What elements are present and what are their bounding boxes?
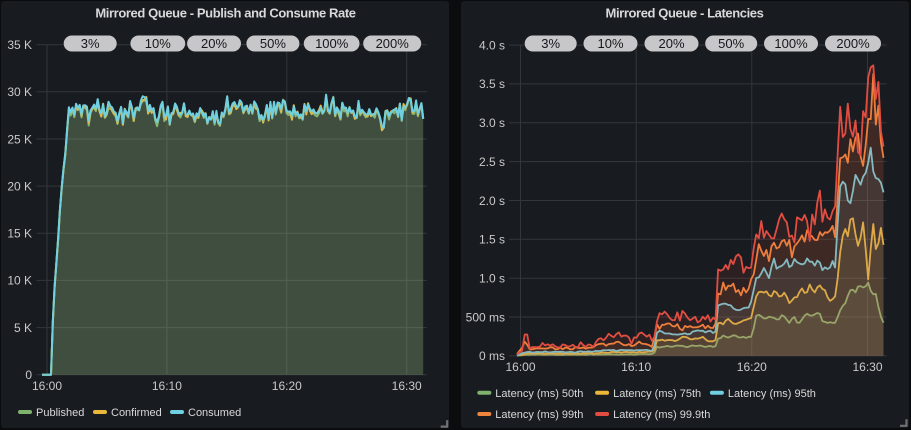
svg-text:50%: 50% xyxy=(260,36,286,51)
svg-text:16:30: 16:30 xyxy=(392,379,422,393)
svg-text:3.0 s: 3.0 s xyxy=(479,116,505,130)
svg-text:Latency (ms) 50th: Latency (ms) 50th xyxy=(495,388,583,400)
svg-text:16:10: 16:10 xyxy=(621,360,651,374)
svg-text:20%: 20% xyxy=(201,36,227,51)
svg-text:1.0 s: 1.0 s xyxy=(479,272,505,286)
svg-text:10 K: 10 K xyxy=(7,274,32,288)
svg-text:Latency (ms) 75th: Latency (ms) 75th xyxy=(613,388,701,400)
svg-text:0: 0 xyxy=(25,368,32,382)
svg-text:10%: 10% xyxy=(145,36,171,51)
svg-text:1.5 s: 1.5 s xyxy=(479,233,505,247)
svg-text:2.5 s: 2.5 s xyxy=(479,155,505,169)
svg-text:5 K: 5 K xyxy=(14,321,32,335)
svg-text:3.5 s: 3.5 s xyxy=(479,77,505,91)
svg-text:200%: 200% xyxy=(376,36,410,51)
svg-text:500 ms: 500 ms xyxy=(466,310,505,324)
svg-text:3%: 3% xyxy=(541,36,560,51)
svg-text:Latency (ms) 99th: Latency (ms) 99th xyxy=(495,409,583,421)
svg-text:50%: 50% xyxy=(718,36,744,51)
svg-text:Confirmed: Confirmed xyxy=(111,407,162,419)
svg-text:20%: 20% xyxy=(658,36,684,51)
svg-text:16:20: 16:20 xyxy=(737,360,767,374)
svg-text:200%: 200% xyxy=(836,36,870,51)
svg-text:3%: 3% xyxy=(81,36,100,51)
svg-text:Latency (ms) 95th: Latency (ms) 95th xyxy=(728,388,816,400)
svg-text:16:00: 16:00 xyxy=(32,379,62,393)
svg-text:Latency (ms) 99.9th: Latency (ms) 99.9th xyxy=(613,409,710,421)
svg-text:30 K: 30 K xyxy=(7,85,32,99)
svg-text:Mirrored Queue - Latencies: Mirrored Queue - Latencies xyxy=(606,6,764,21)
svg-text:10%: 10% xyxy=(597,36,623,51)
svg-text:16:20: 16:20 xyxy=(272,379,302,393)
svg-text:Mirrored Queue - Publish and C: Mirrored Queue - Publish and Consume Rat… xyxy=(95,6,355,21)
svg-text:25 K: 25 K xyxy=(7,132,32,146)
svg-text:Published: Published xyxy=(36,407,84,419)
svg-text:100%: 100% xyxy=(315,36,349,51)
svg-text:16:10: 16:10 xyxy=(152,379,182,393)
svg-text:2.0 s: 2.0 s xyxy=(479,194,505,208)
svg-text:100%: 100% xyxy=(774,36,808,51)
svg-text:4.0 s: 4.0 s xyxy=(479,38,505,52)
svg-text:15 K: 15 K xyxy=(7,227,32,241)
svg-text:20 K: 20 K xyxy=(7,179,32,193)
svg-text:16:30: 16:30 xyxy=(852,360,882,374)
svg-text:0 ms: 0 ms xyxy=(479,349,505,363)
svg-text:Consumed: Consumed xyxy=(188,407,241,419)
svg-text:35 K: 35 K xyxy=(7,38,32,52)
svg-text:16:00: 16:00 xyxy=(505,360,535,374)
